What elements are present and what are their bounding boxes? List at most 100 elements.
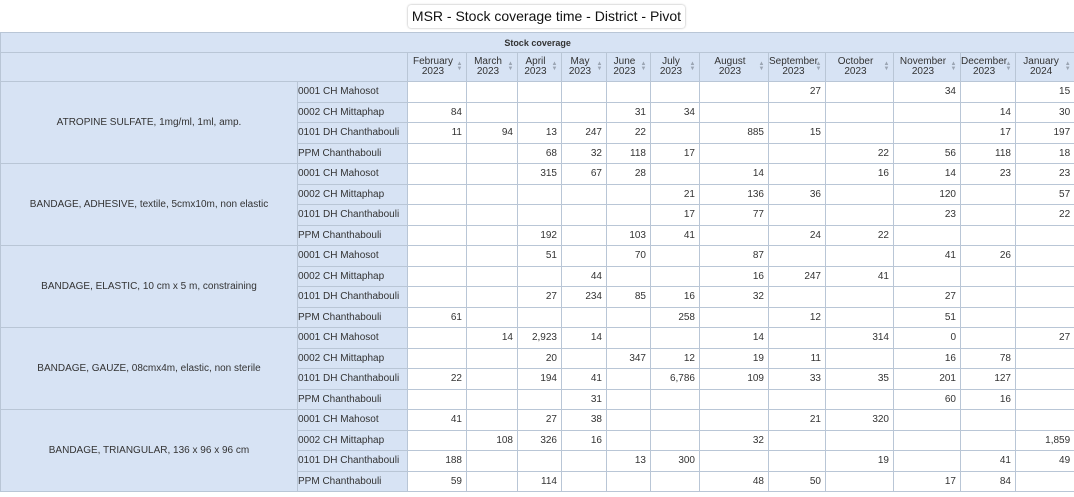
value-cell — [699, 81, 769, 103]
sort-icon[interactable]: ▲ ▼ — [456, 61, 463, 72]
column-header-august-2023[interactable]: August 2023 ▲ ▼ — [699, 52, 769, 82]
column-header-january-2024[interactable]: January 2024 ▲ ▼ — [1014, 52, 1074, 82]
district-cell: 0101 DH Chanthabouli — [297, 368, 408, 390]
value-cell — [606, 429, 651, 451]
value-cell — [407, 142, 467, 164]
value-cell: 67 — [561, 163, 607, 185]
value-cell — [699, 101, 769, 123]
title-bar: MSR - Stock coverage time - District - P… — [0, 0, 1074, 47]
value-cell — [960, 204, 1016, 226]
value-cell — [825, 122, 894, 144]
table-row: BANDAGE, ELASTIC, 10 cm x 5 m, constrain… — [0, 245, 1074, 328]
value-cell: 258 — [650, 306, 700, 328]
sort-icon[interactable]: ▲ ▼ — [1064, 61, 1071, 72]
value-cell — [1014, 470, 1074, 492]
value-cell: 27 — [768, 81, 826, 103]
sort-icon[interactable]: ▲ ▼ — [689, 61, 696, 72]
column-header-december-2023[interactable]: December 2023 ▲ ▼ — [960, 52, 1016, 82]
column-header-label: November 2023 — [900, 57, 954, 77]
value-cell — [650, 429, 700, 451]
column-header-september-2023[interactable]: September 2023 ▲ ▼ — [768, 52, 826, 82]
value-cell — [407, 183, 467, 205]
value-cell — [960, 265, 1016, 287]
sort-icon[interactable]: ▲ ▼ — [551, 61, 558, 72]
column-header-april-2023[interactable]: April 2023 ▲ ▼ — [517, 52, 562, 82]
value-cell — [1014, 347, 1074, 369]
value-cell: 118 — [960, 142, 1016, 164]
column-month: October — [837, 56, 874, 67]
value-cell — [1014, 388, 1074, 410]
value-cell — [561, 245, 607, 267]
value-cell — [466, 470, 518, 492]
item-name-cell: BANDAGE, GAUZE, 08cmx4m, elastic, non st… — [0, 327, 298, 410]
column-header-march-2023[interactable]: March 2023 ▲ ▼ — [466, 52, 518, 82]
column-header-label: October 2023 — [838, 57, 882, 77]
value-cell — [517, 101, 562, 123]
value-cell — [466, 368, 518, 390]
column-header-may-2023[interactable]: May 2023 ▲ ▼ — [561, 52, 607, 82]
value-cell: 23 — [1014, 163, 1074, 185]
table-row: 0101 DH Chanthabouli 11 94 13 247 22 885 15 17 19… — [1, 122, 1074, 144]
table-row: 0002 CH Mittaphap 108 326 16 32 1,859 — [1, 429, 1074, 451]
value-cell: 70 — [606, 245, 651, 267]
column-year: 2024 — [1029, 66, 1053, 77]
value-cell — [561, 306, 607, 328]
value-cell — [768, 429, 826, 451]
value-cell: 192 — [517, 224, 562, 246]
group-header: Stock coverage — [0, 32, 1074, 53]
value-cell: 19 — [825, 450, 894, 472]
value-cell — [517, 81, 562, 103]
sort-icon[interactable]: ▲ ▼ — [758, 61, 765, 72]
value-cell: 16 — [561, 429, 607, 451]
column-year: 2023 — [844, 66, 867, 77]
value-cell: 17 — [893, 470, 961, 492]
value-cell: 16 — [893, 347, 961, 369]
value-cell — [960, 183, 1016, 205]
column-header-october-2023[interactable]: October 2023 ▲ ▼ — [825, 52, 894, 82]
value-cell: 38 — [561, 409, 607, 431]
column-header-label: June 2023 — [613, 57, 643, 77]
value-cell — [768, 450, 826, 472]
sort-icon[interactable]: ▲ ▼ — [507, 61, 514, 72]
value-cell — [561, 81, 607, 103]
value-cell: 16 — [825, 163, 894, 185]
value-cell: 314 — [825, 327, 894, 349]
column-year: 2023 — [972, 66, 996, 77]
value-cell — [768, 142, 826, 164]
column-header-november-2023[interactable]: November 2023 ▲ ▼ — [893, 52, 961, 82]
column-month: May — [570, 56, 590, 67]
column-header-february-2023[interactable]: February 2023 ▲ ▼ — [407, 52, 467, 82]
value-cell — [466, 388, 518, 410]
value-cell: 247 — [561, 122, 607, 144]
value-cell — [466, 142, 518, 164]
column-month: September — [769, 56, 818, 67]
value-cell — [606, 388, 651, 410]
sort-icon[interactable]: ▲ ▼ — [950, 61, 957, 72]
table-row: 0002 CH Mittaphap 21 136 36 120 57 — [1, 183, 1074, 205]
value-cell — [825, 183, 894, 205]
column-header-july-2023[interactable]: July 2023 ▲ ▼ — [650, 52, 700, 82]
sort-icon[interactable]: ▲ ▼ — [640, 61, 647, 72]
value-cell: 14 — [561, 327, 607, 349]
sort-icon[interactable]: ▲ ▼ — [815, 61, 822, 72]
item-name-cell: ATROPINE SULFATE, 1mg/ml, 1ml, amp. — [0, 81, 298, 164]
value-cell — [606, 183, 651, 205]
value-cell: 114 — [517, 470, 562, 492]
value-cell — [825, 286, 894, 308]
sort-icon[interactable]: ▲ ▼ — [596, 61, 603, 72]
sort-icon[interactable]: ▲ ▼ — [883, 61, 890, 72]
value-cell: 32 — [699, 286, 769, 308]
column-year: 2023 — [718, 66, 742, 77]
value-cell: 36 — [768, 183, 826, 205]
value-cell — [517, 450, 562, 472]
value-cell: 41 — [825, 265, 894, 287]
value-cell: 197 — [1014, 122, 1074, 144]
value-cell: 194 — [517, 368, 562, 390]
column-header-june-2023[interactable]: June 2023 ▲ ▼ — [606, 52, 651, 82]
sort-icon[interactable]: ▲ ▼ — [1005, 61, 1012, 72]
value-cell — [825, 306, 894, 328]
value-cell: 14 — [466, 327, 518, 349]
value-cell: 41 — [650, 224, 700, 246]
district-cell: 0002 CH Mittaphap — [297, 265, 408, 287]
value-cell — [650, 265, 700, 287]
